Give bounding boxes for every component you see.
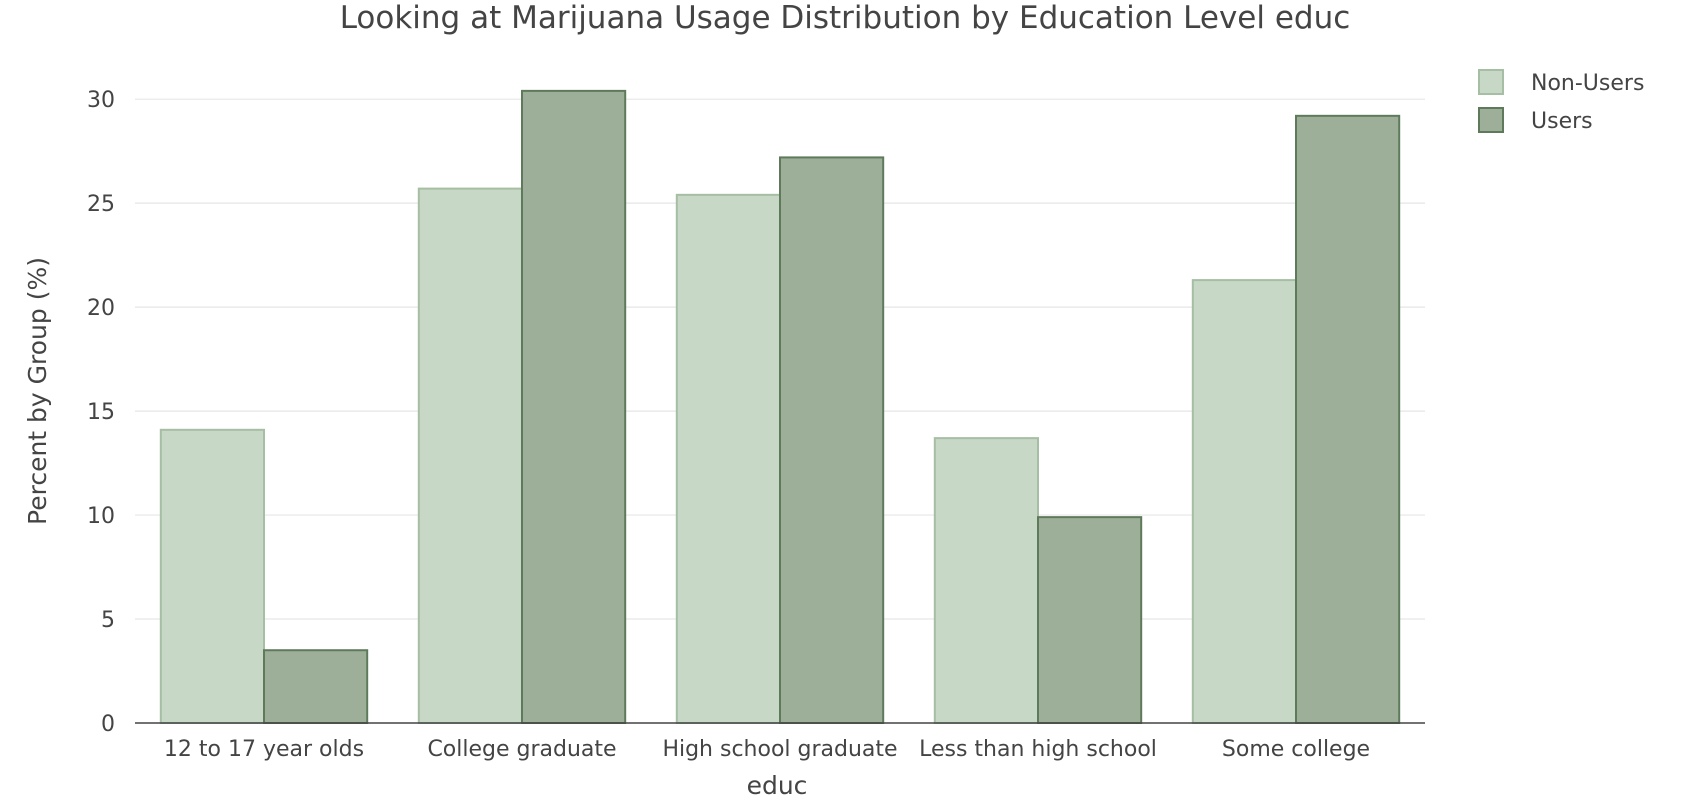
x-axis: 12 to 17 year olds College graduate High s… bbox=[135, 722, 1425, 762]
y-tick-label: 25 bbox=[87, 192, 115, 217]
y-axis: 0 5 10 15 20 25 30 bbox=[87, 88, 115, 737]
legend-swatch bbox=[1478, 107, 1504, 133]
y-tick-label: 15 bbox=[87, 400, 115, 425]
bar-users-4 bbox=[1295, 114, 1401, 725]
y-tick-label: 30 bbox=[87, 88, 115, 113]
x-tick-label: Less than high school bbox=[919, 737, 1157, 762]
bar-users-1 bbox=[521, 89, 627, 725]
y-axis-title: Percent by Group (%) bbox=[23, 257, 52, 525]
bar-users-2 bbox=[779, 156, 885, 724]
legend-swatch bbox=[1478, 69, 1504, 95]
legend-label: Non-Users bbox=[1531, 71, 1644, 96]
legend-label: Users bbox=[1531, 109, 1593, 134]
x-tick-label: College graduate bbox=[427, 737, 616, 762]
bar-non-users-4 bbox=[1191, 279, 1298, 724]
legend: Non-Users Users bbox=[1478, 69, 1644, 134]
bars bbox=[159, 89, 1401, 725]
y-tick-label: 20 bbox=[87, 296, 115, 321]
bar-users-3 bbox=[1037, 516, 1143, 725]
x-axis-title: educ bbox=[747, 771, 808, 800]
bar-non-users-2 bbox=[675, 193, 781, 725]
x-tick-label: Some college bbox=[1222, 737, 1370, 762]
bar-non-users-3 bbox=[933, 437, 1039, 724]
x-tick-label: 12 to 17 year olds bbox=[164, 737, 364, 762]
chart-title: Looking at Marijuana Usage Distribution … bbox=[340, 0, 1351, 36]
legend-item[interactable]: Users bbox=[1478, 107, 1593, 134]
bar-users-0 bbox=[263, 649, 369, 725]
legend-item[interactable]: Non-Users bbox=[1478, 69, 1644, 96]
y-tick-label: 10 bbox=[87, 504, 115, 529]
y-tick-label: 5 bbox=[101, 608, 115, 633]
x-tick-label: High school graduate bbox=[662, 737, 897, 762]
bar-non-users-1 bbox=[417, 187, 523, 725]
bar-non-users-0 bbox=[159, 428, 265, 724]
y-tick-label: 0 bbox=[101, 712, 115, 737]
